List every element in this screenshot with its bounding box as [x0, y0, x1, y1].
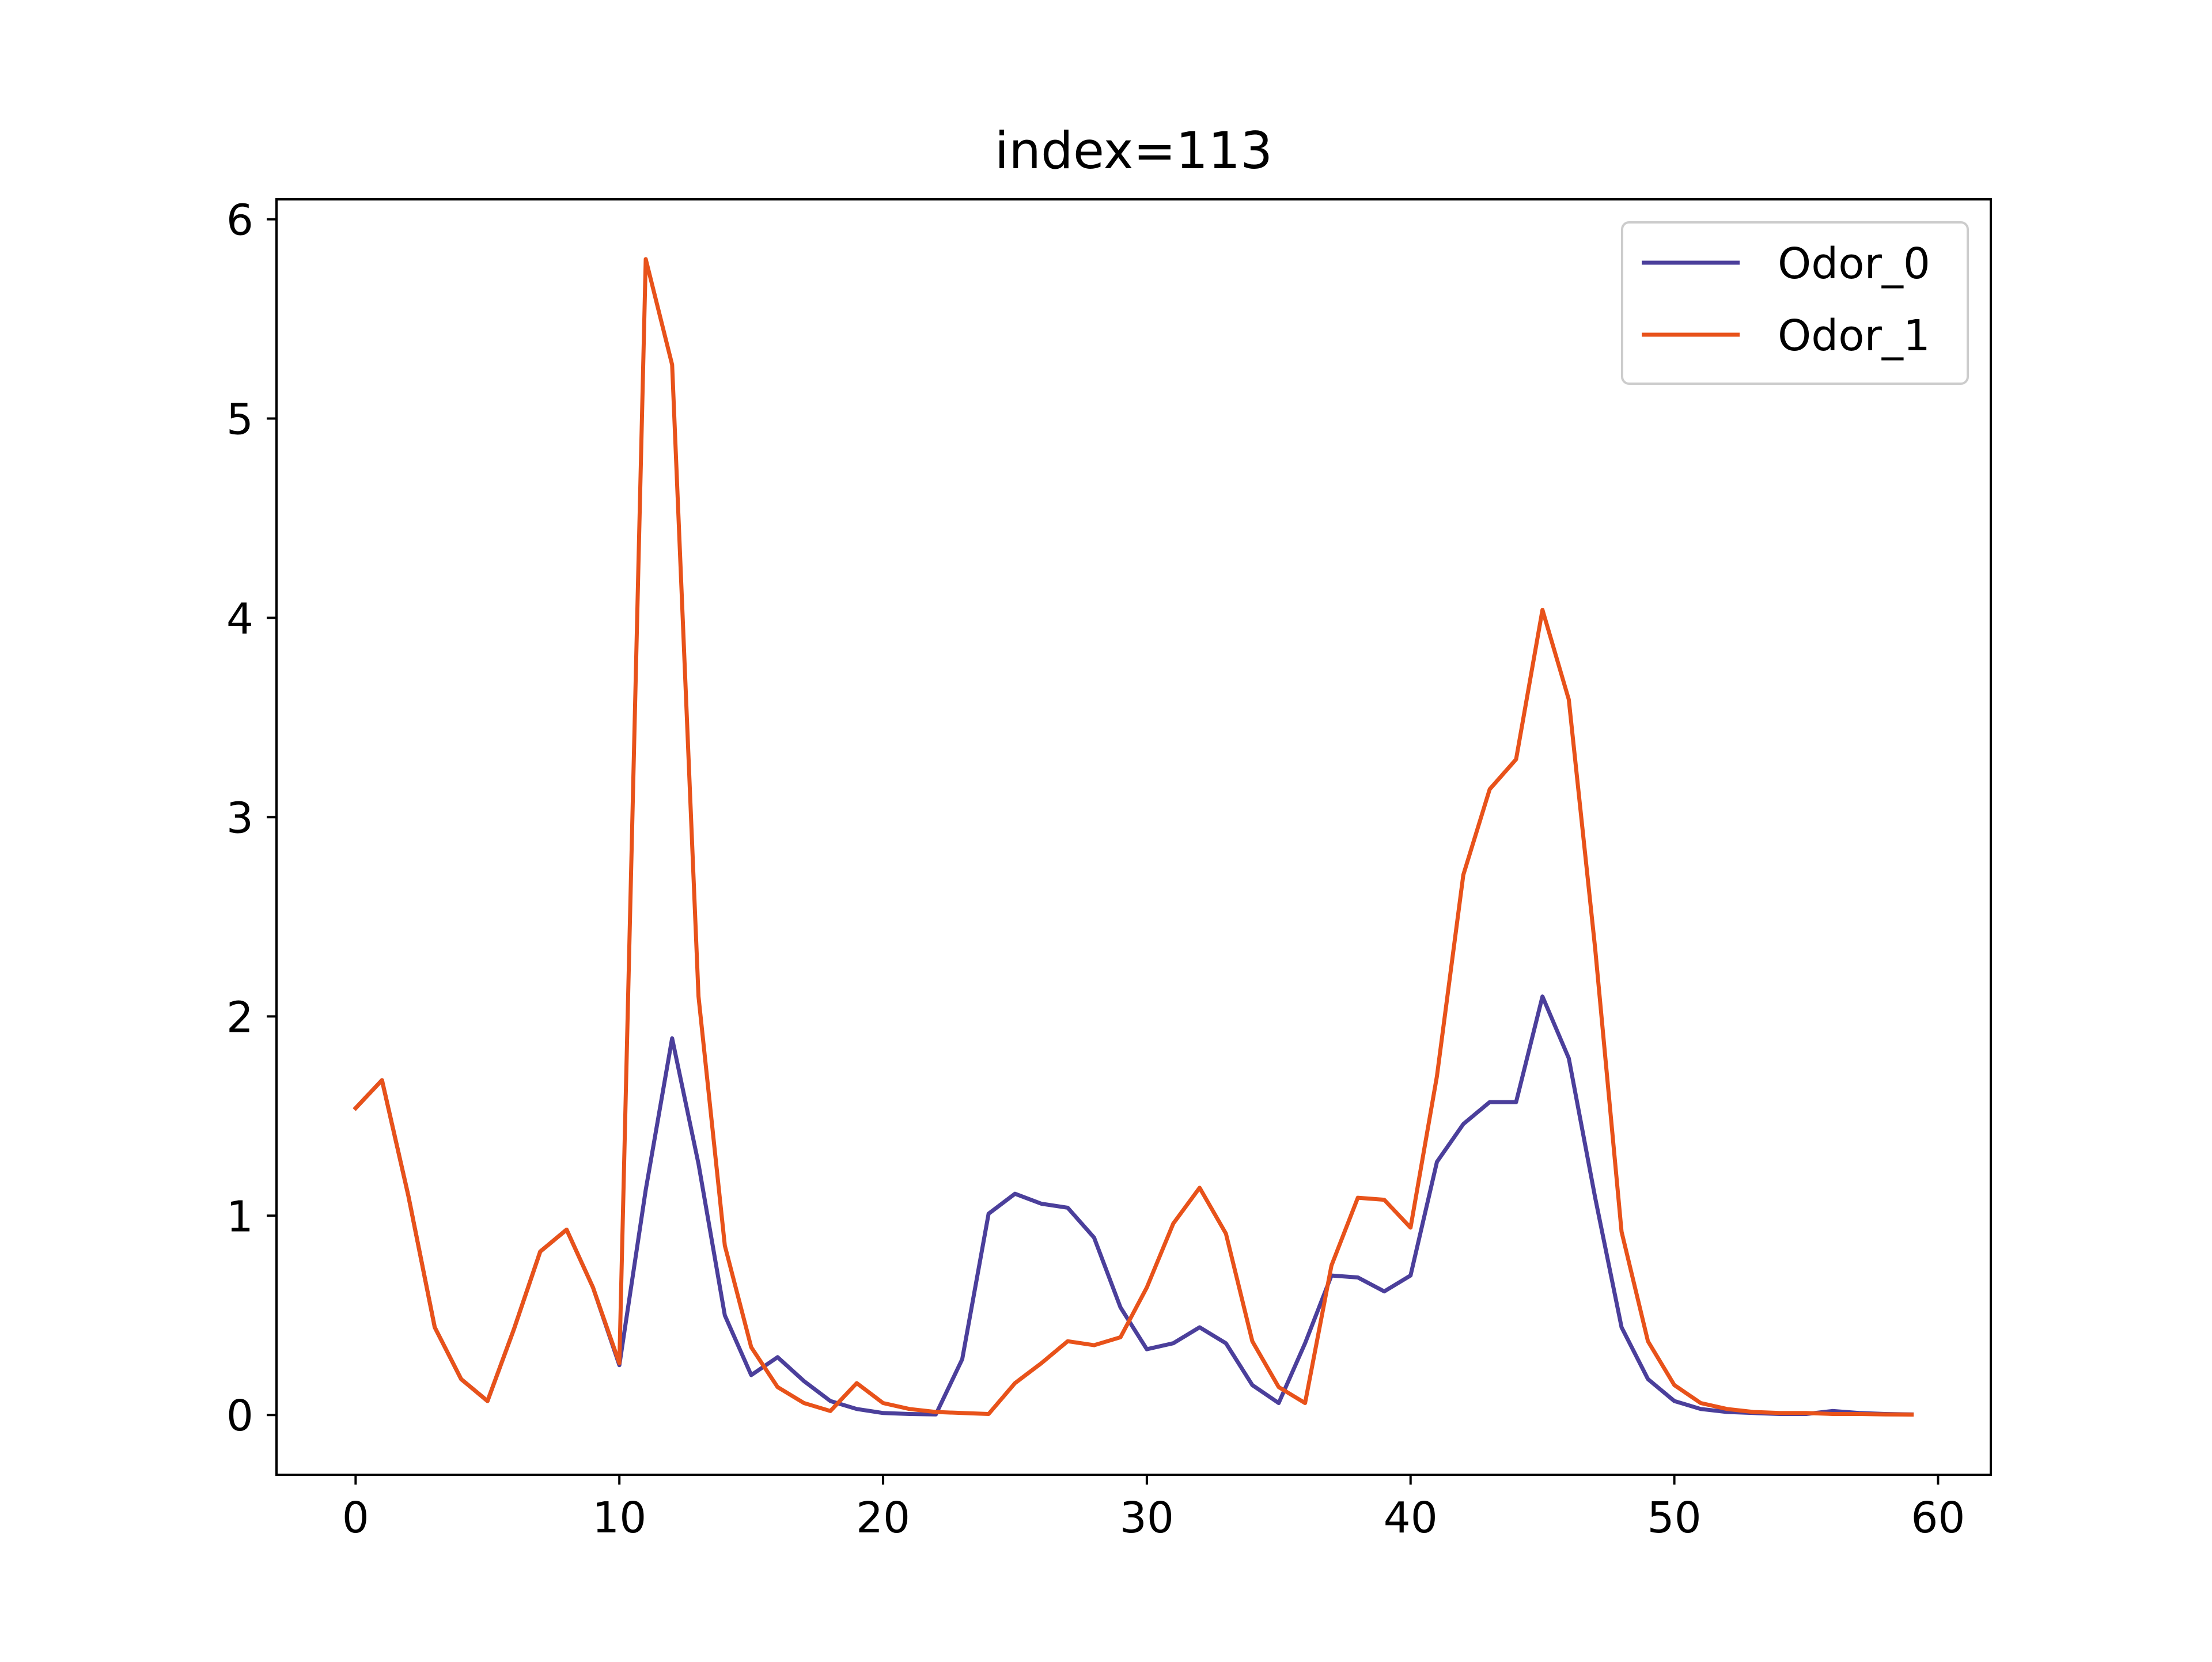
axes-frame — [275, 198, 1992, 1476]
series-line-odor-1 — [353, 257, 1914, 1417]
y-tick-label: 4 — [226, 594, 253, 643]
series-line-odor-0 — [353, 994, 1914, 1417]
y-tick-label: 5 — [226, 395, 253, 445]
y-tick-label: 0 — [226, 1391, 253, 1441]
x-axis: 0 10 20 30 40 50 60 — [342, 1475, 1965, 1543]
x-tick-label: 10 — [592, 1493, 646, 1543]
x-tick-label: 30 — [1120, 1493, 1174, 1543]
x-tick-label: 50 — [1647, 1493, 1701, 1543]
x-tick-label: 40 — [1384, 1493, 1438, 1543]
chart-title: index=113 — [995, 121, 1272, 180]
legend-label-odor-0: Odor_0 — [1778, 239, 1930, 289]
y-tick-label: 6 — [226, 196, 253, 245]
y-tick-label: 2 — [226, 993, 253, 1042]
x-tick-label: 60 — [1911, 1493, 1965, 1543]
y-axis: 0 1 2 3 4 5 6 — [226, 196, 276, 1441]
x-tick-label: 20 — [856, 1493, 910, 1543]
y-tick-label: 1 — [226, 1192, 253, 1241]
legend-label-odor-1: Odor_1 — [1778, 311, 1930, 361]
y-tick-label: 3 — [226, 793, 253, 843]
series-layer — [353, 257, 1914, 1417]
x-tick-label: 0 — [342, 1493, 369, 1543]
legend: Odor_0 Odor_1 — [1621, 221, 1969, 385]
